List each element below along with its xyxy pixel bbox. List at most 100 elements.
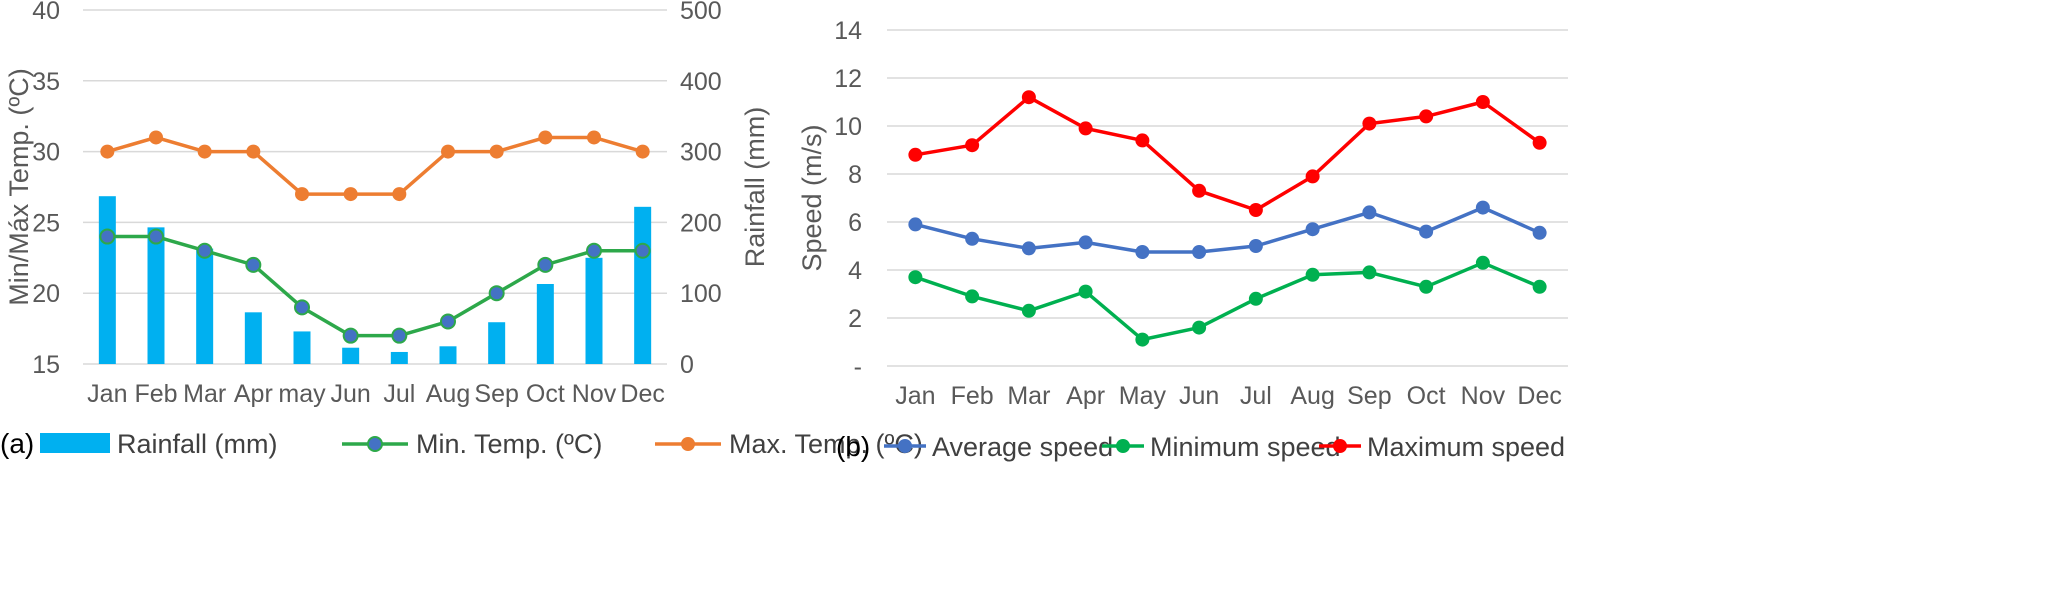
max-temp-point: [635, 144, 650, 159]
panel-label: (a): [0, 428, 34, 459]
max-temp-point: [100, 144, 115, 159]
average-speed-line: [914, 205, 1541, 254]
y-axis-title: Min/Máx Temp. (ºC): [4, 68, 34, 305]
x-tick-label: Dec: [620, 380, 664, 408]
maximum-speed-point: [1305, 169, 1320, 184]
y-tick-label: -: [854, 353, 862, 381]
minimum-speed-point: [1475, 255, 1490, 270]
average-speed-point: [1532, 225, 1547, 240]
max-temp-point: [587, 130, 601, 145]
rainfall-bar: [98, 196, 116, 364]
min-temp-point: [634, 242, 651, 259]
rainfall-bar: [439, 346, 457, 364]
max-temp-point: [246, 144, 261, 159]
x-tick-label: Jan: [895, 382, 935, 410]
x-tick-label: Sep: [1347, 382, 1391, 410]
minimum-speed-point: [1419, 279, 1434, 294]
x-tick-label: Jan: [87, 380, 127, 408]
x-tick-label: Jul: [383, 380, 415, 408]
x-tick-label: Nov: [1461, 382, 1506, 410]
rainfall-bar: [585, 257, 603, 364]
rainfall-bar: [488, 322, 506, 364]
minimum-speed-point: [1362, 265, 1377, 280]
minimum-speed-line: [914, 261, 1541, 342]
y-tick-label: 2: [848, 305, 862, 333]
x-tick-label: Sep: [474, 380, 518, 408]
y2-tick-label: 200: [680, 209, 722, 237]
minimum-speed-point: [1305, 267, 1320, 282]
rainfall-bar: [147, 227, 165, 364]
average-speed-point: [1021, 241, 1036, 256]
min-temp-point: [440, 313, 456, 330]
max-temp-line: [106, 135, 644, 196]
y2-tick-label: 0: [680, 351, 694, 379]
max-temp-point: [295, 187, 309, 202]
y-tick-label: 8: [848, 161, 862, 189]
rainfall-bar: [244, 312, 262, 364]
max-temp-point: [392, 187, 407, 202]
y2-tick-label: 400: [680, 68, 722, 96]
min-temp-point: [196, 242, 213, 259]
legend-average-marker: [898, 439, 912, 453]
x-tick-label: Oct: [526, 380, 565, 408]
minimum-speed-point: [1135, 332, 1150, 347]
min-temp-point: [99, 228, 116, 245]
y-tick-label: 25: [32, 209, 60, 237]
minimum-speed-point: [1078, 284, 1093, 299]
legend-min-temp-label: Min. Temp. (ºC): [416, 429, 602, 459]
min-temp-point: [586, 242, 602, 259]
x-tick-label: Mar: [1007, 382, 1050, 410]
x-tick-label: may: [278, 380, 326, 408]
average-speed-point: [1362, 205, 1377, 220]
x-tick-label: Feb: [134, 380, 177, 408]
maximum-speed-point: [1475, 95, 1490, 109]
maximum-speed-point: [1135, 133, 1150, 148]
max-temp-point: [149, 130, 163, 145]
average-speed-point: [1419, 224, 1434, 239]
maximum-speed-point: [908, 147, 923, 162]
x-tick-label: Dec: [1517, 382, 1561, 410]
x-tick-label: Jul: [1240, 382, 1272, 410]
minimum-speed-point: [908, 270, 923, 285]
x-tick-label: Nov: [572, 380, 617, 408]
average-speed-point: [965, 231, 980, 246]
average-speed-point: [1248, 239, 1263, 253]
average-speed-point: [1475, 200, 1490, 215]
min-temp-line: [107, 234, 643, 338]
y-tick-label: 10: [834, 113, 862, 141]
legend-maximum-marker: [1333, 439, 1347, 453]
legend-minimum-label: Minimum speed: [1150, 432, 1341, 462]
y2-tick-label: 300: [680, 139, 722, 167]
x-tick-label: Jun: [1179, 382, 1219, 410]
y-tick-label: 30: [32, 139, 60, 167]
minimum-speed-point: [1248, 291, 1263, 306]
average-speed-point: [1305, 222, 1320, 237]
legend-rainfall-label: Rainfall (mm): [117, 429, 278, 459]
x-tick-label: Feb: [951, 382, 994, 410]
average-speed-point: [1135, 245, 1150, 259]
min-temp-point: [294, 299, 310, 316]
maximum-speed-point: [1192, 183, 1207, 198]
min-temp-point: [245, 256, 262, 273]
min-temp-point: [537, 256, 554, 273]
average-speed-point: [1192, 245, 1207, 259]
max-temp-point: [197, 144, 212, 159]
y-tick-label: 14: [834, 17, 862, 45]
min-temp-point: [342, 327, 359, 344]
maximum-speed-point: [1021, 90, 1036, 105]
max-temp-point: [441, 144, 455, 159]
legend-average-label: Average speed: [932, 432, 1113, 462]
minimum-speed-point: [965, 289, 980, 304]
rainfall-bar: [390, 351, 408, 364]
x-tick-label: Mar: [183, 380, 226, 408]
maximum-speed-point: [1362, 116, 1377, 131]
y-tick-label: 15: [32, 351, 60, 379]
max-temp-point: [489, 144, 504, 159]
minimum-speed-point: [1192, 320, 1207, 335]
y-tick-label: 35: [32, 68, 60, 96]
x-tick-label: Aug: [1290, 382, 1334, 410]
rainfall-bar: [536, 283, 554, 364]
x-tick-label: Jun: [331, 380, 371, 408]
